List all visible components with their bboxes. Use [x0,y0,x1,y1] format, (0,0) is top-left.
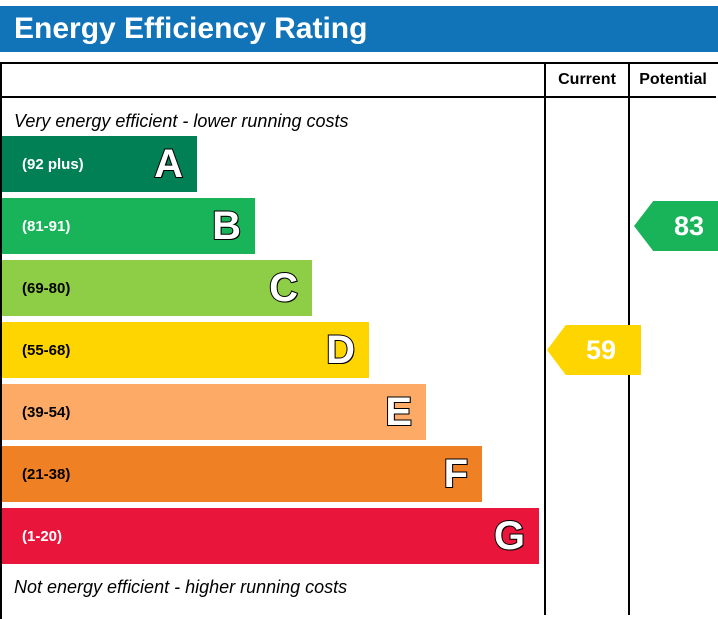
current-column [544,98,628,615]
band-c-range: (69-80) [22,279,71,297]
band-b: (81-91) B [2,198,255,254]
band-c-letter: C [268,266,299,310]
chart-title-bar: Energy Efficiency Rating [0,6,718,52]
top-note: Very energy efficient - lower running co… [14,110,349,131]
band-b-range: (81-91) [22,217,71,235]
band-g: (1-20) G [2,508,539,564]
band-a-letter: A [153,142,184,186]
bands-area: Very energy efficient - lower running co… [2,98,544,615]
band-f-letter: F [443,452,469,496]
current-rating-arrow: 59 [547,325,641,375]
band-g-range: (1-20) [22,527,63,545]
potential-column [628,98,716,615]
header-spacer-cell [2,64,544,98]
current-rating-value: 59 [585,334,617,365]
band-b-letter: B [211,204,242,248]
chart-title: Energy Efficiency Rating [14,12,368,45]
potential-column-header: Potential [628,64,716,98]
potential-rating-value: 83 [673,210,705,241]
potential-rating-arrow: 83 [634,201,718,251]
band-e-letter: E [384,390,413,434]
band-e-range: (39-54) [22,403,71,421]
band-e: (39-54) E [2,384,426,440]
band-d-range: (55-68) [22,341,71,359]
band-f-range: (21-38) [22,465,71,483]
band-a-range: (92 plus) [22,155,84,173]
bottom-note: Not energy efficient - higher running co… [14,576,348,597]
band-f: (21-38) F [2,446,482,502]
rating-grid: Current Potential Very energy efficient … [2,64,716,615]
rating-table: Current Potential Very energy efficient … [0,62,718,619]
band-a: (92 plus) A [2,136,197,192]
band-d: (55-68) D [2,322,369,378]
band-g-letter: G [493,514,526,558]
band-d-letter: D [325,328,356,372]
band-c: (69-80) C [2,260,312,316]
current-column-header: Current [544,64,628,98]
